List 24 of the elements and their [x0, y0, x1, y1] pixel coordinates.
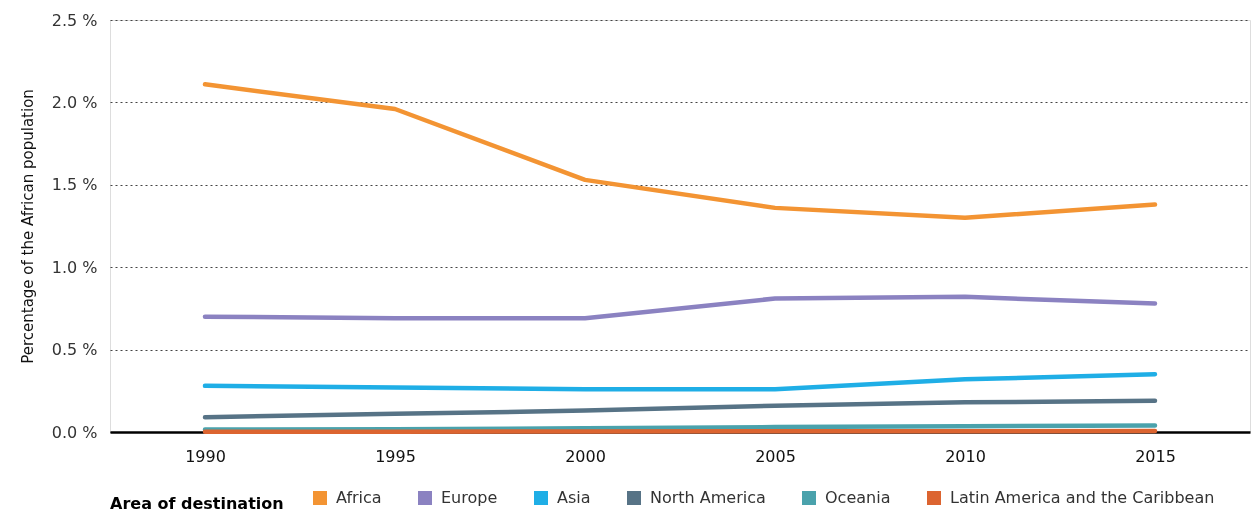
y-tick-label: 0.0 %: [51, 422, 98, 442]
legend-label: North America: [650, 488, 766, 507]
x-tick-label: 1995: [375, 446, 416, 466]
y-tick-label: 2.0 %: [51, 92, 98, 112]
x-tick-label: 2015: [1135, 446, 1176, 466]
legend-label: Latin America and the Caribbean: [950, 488, 1215, 507]
line-series: [202, 82, 1158, 221]
y-axis-title: Percentage of the African population: [18, 89, 37, 364]
y-tick-label: 2.5 %: [51, 10, 98, 30]
x-tick-label: 2000: [565, 446, 606, 466]
x-tick-label: 2010: [945, 446, 986, 466]
line-series: [202, 398, 1158, 420]
y-tick-label: 1.0 %: [51, 257, 98, 277]
y-tick-label: 1.5 %: [51, 175, 98, 195]
legend-label: Europe: [441, 488, 498, 507]
legend-label: Oceania: [825, 488, 891, 507]
legend-label: Africa: [336, 488, 382, 507]
legend-title: Area of destination: [110, 494, 284, 513]
x-tick-label: 1990: [185, 446, 226, 466]
line-series: [202, 294, 1158, 321]
line-series: [202, 372, 1158, 392]
x-tick-label: 2005: [755, 446, 796, 466]
legend-label: Asia: [557, 488, 591, 507]
y-tick-label: 0.5 %: [51, 340, 98, 360]
